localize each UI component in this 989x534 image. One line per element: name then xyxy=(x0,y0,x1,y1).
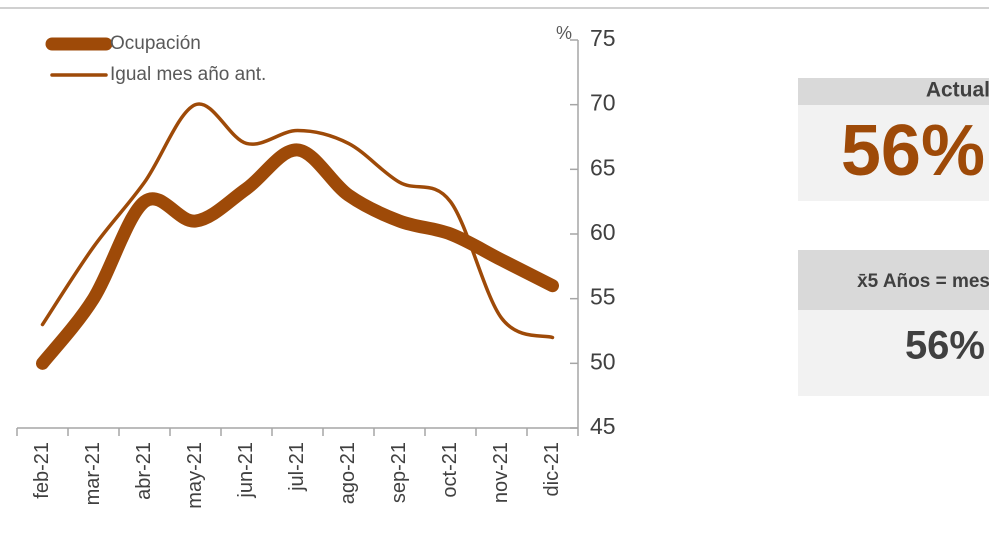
x-tick-label: dic-21 xyxy=(541,442,563,496)
x-tick-label: ago-21 xyxy=(337,442,359,504)
y-tick-label: 65 xyxy=(590,154,616,180)
y-tick-label: 45 xyxy=(590,413,616,439)
y-tick-label: 55 xyxy=(590,284,616,310)
y-tick-label: 75 xyxy=(590,25,616,51)
panel-header xyxy=(798,78,989,105)
panel-body xyxy=(798,105,989,201)
line-series xyxy=(36,143,559,370)
y-axis-label: % xyxy=(556,23,572,43)
x-tick-label: oct-21 xyxy=(439,442,461,498)
legend-label: Igual mes año ant. xyxy=(110,64,266,85)
y-tick-label: 60 xyxy=(590,219,616,245)
x-tick-label: mar-21 xyxy=(82,442,104,505)
x-tick-label: may-21 xyxy=(184,442,206,509)
x-tick-label: nov-21 xyxy=(490,442,512,503)
panel-title: x̄5 Años = mes xyxy=(857,271,989,292)
panel-body xyxy=(798,310,989,396)
legend-label: Ocupación xyxy=(110,33,201,54)
line-series xyxy=(40,102,555,340)
y-tick-label: 70 xyxy=(590,90,616,116)
x-tick-label: sep-21 xyxy=(388,442,410,503)
x-tick-label: abr-21 xyxy=(133,442,155,500)
panel-value: 56% xyxy=(841,111,985,191)
x-tick-label: jun-21 xyxy=(235,442,257,499)
x-tick-label: feb-21 xyxy=(31,442,53,499)
panel-header xyxy=(798,250,989,310)
y-tick-label: 50 xyxy=(590,348,616,374)
x-tick-label: jul-21 xyxy=(286,442,308,492)
panel-value: 56% xyxy=(905,324,985,368)
panel-title: Actual xyxy=(926,79,989,102)
